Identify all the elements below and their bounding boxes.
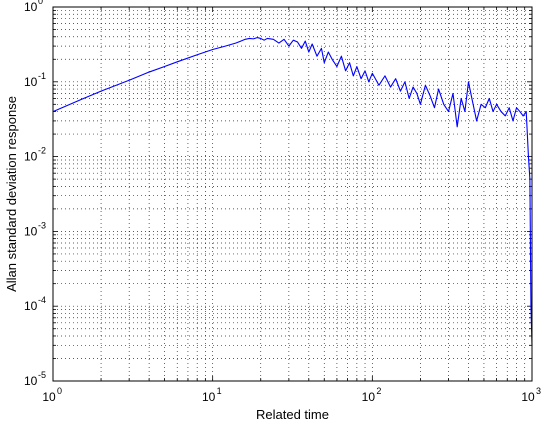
y-tick-label-base: 10 [24, 224, 38, 238]
x-tick-label-exponent: 3 [536, 386, 541, 396]
x-tick-label-exponent: 1 [217, 386, 222, 396]
y-tick-label: 10 0 [24, 0, 43, 14]
plot-frame [52, 6, 533, 382]
y-tick-label-exponent: -4 [38, 295, 46, 305]
x-tick-label-exponent: 0 [57, 386, 62, 396]
y-tick-label: 10 -5 [24, 370, 46, 388]
x-tick-label: 10 0 [42, 386, 62, 404]
x-tick-label: 10 3 [521, 386, 541, 404]
y-tick-label: 10 -4 [24, 295, 46, 313]
x-tick-label: 10 2 [362, 386, 382, 404]
y-tick-label-exponent: -3 [38, 220, 46, 230]
y-tick-label-base: 10 [24, 374, 38, 388]
y-tick-label-exponent: -5 [38, 370, 46, 380]
tick-labels: 10 0 10 1 10 2 10 310 -510 -410 -310 -210 -110 0 [24, 0, 541, 404]
plot-area [53, 7, 532, 381]
y-tick-label-base: 10 [24, 150, 38, 164]
x-tick-label-base: 10 [42, 390, 56, 404]
y-tick-label-exponent: -2 [38, 146, 46, 156]
y-axis-label: Allan standard deviation response [4, 96, 19, 292]
x-tick-label: 10 1 [202, 386, 222, 404]
y-tick-label: 10 -1 [24, 71, 46, 89]
x-tick-label-exponent: 2 [376, 386, 381, 396]
y-tick-label: 10 -2 [24, 146, 46, 164]
x-tick-label-base: 10 [521, 390, 535, 404]
y-tick-label-base: 10 [24, 0, 38, 14]
y-tick-label-base: 10 [24, 75, 38, 89]
y-tick-label: 10 -3 [24, 220, 46, 238]
y-tick-label-exponent: 0 [38, 0, 43, 6]
series-line [52, 37, 533, 346]
x-axis-label: Related time [256, 407, 329, 422]
y-tick-label-exponent: -1 [38, 71, 46, 81]
x-tick-label-base: 10 [202, 390, 216, 404]
x-tick-label-base: 10 [362, 390, 376, 404]
y-tick-label-base: 10 [24, 299, 38, 313]
